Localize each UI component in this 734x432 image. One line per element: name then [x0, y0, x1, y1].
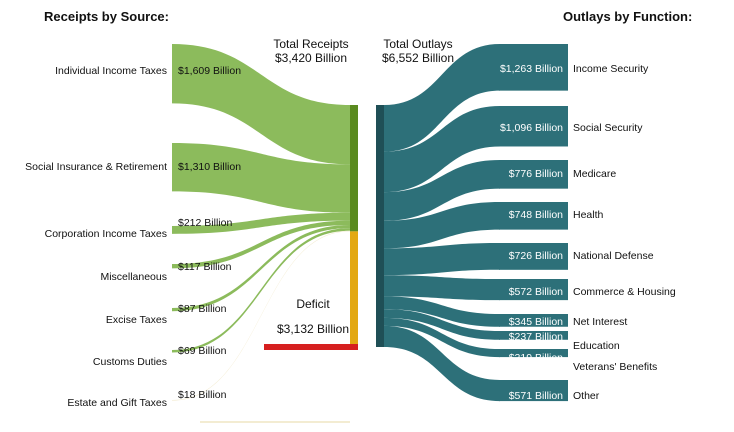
outlay-value-health: $748 Billion: [509, 209, 563, 221]
outlay-node-health: [499, 202, 568, 230]
total-outlays-label: Total Outlays: [383, 37, 452, 51]
outlay-value-veterans-benefits: $219 Billion: [509, 352, 563, 364]
receipt-name-miscellaneous: Miscellaneous: [100, 271, 167, 283]
outlay-value-commerce-and-housing: $572 Billion: [509, 286, 563, 298]
outlay-name-veterans-benefits: Veterans' Benefits: [573, 361, 657, 373]
receipt-value-miscellaneous: $117 Billion: [178, 261, 232, 273]
outlay-flow-medicare: [384, 160, 500, 221]
outlay-name-social-security: Social Security: [573, 122, 643, 134]
outlay-name-health: Health: [573, 209, 604, 221]
flows-layer: [172, 44, 568, 423]
outlays-total-bar: [376, 105, 384, 347]
outlay-flow-education: [384, 309, 500, 340]
deficit-bar: [350, 231, 358, 347]
receipts-total-bar: [350, 105, 358, 232]
total-receipts-label: Total Receipts: [273, 37, 348, 51]
deficit-underline: [264, 344, 358, 350]
outlay-node-other: [499, 380, 568, 402]
receipts-heading: Receipts by Source:: [44, 9, 169, 24]
outlay-value-social-security: $1,096 Billion: [500, 122, 563, 134]
outlay-value-medicare: $776 Billion: [509, 168, 563, 180]
outlay-node-net-interest: [499, 314, 568, 327]
outlay-value-education: $237 Billion: [509, 331, 563, 343]
outlay-node-income-security: [499, 44, 568, 91]
outlay-value-national-defense: $726 Billion: [509, 250, 563, 262]
total-receipts-value: $3,420 Billion: [275, 51, 347, 65]
total-outlays-value: $6,552 Billion: [382, 51, 454, 65]
outlay-flow-income-security: [384, 44, 500, 152]
outlay-flow-social-security: [384, 106, 500, 193]
receipt-value-excise-taxes: $87 Billion: [178, 303, 227, 315]
outlay-value-income-security: $1,263 Billion: [500, 63, 563, 75]
outlay-flow-commerce-and-housing: [384, 275, 500, 301]
outlay-flow-national-defense: [384, 243, 500, 276]
receipt-name-social-insurance-and-retirement: Social Insurance & Retirement: [25, 161, 167, 173]
outlay-node-social-security: [499, 106, 568, 147]
outlay-flow-health: [384, 202, 500, 249]
outlay-name-commerce-and-housing: Commerce & Housing: [573, 286, 676, 298]
outlay-name-medicare: Medicare: [573, 168, 616, 180]
outlay-node-education: [499, 331, 568, 340]
bars-layer: [264, 105, 384, 350]
outlays-heading: Outlays by Function:: [563, 9, 692, 24]
receipt-flow-excise-taxes: [172, 224, 350, 312]
outlay-node-national-defense: [499, 243, 568, 270]
outlay-value-other: $571 Billion: [509, 390, 563, 402]
deficit-value: $3,132 Billion: [277, 322, 349, 336]
outlay-flow-other: [384, 325, 500, 402]
outlay-node-medicare: [499, 160, 568, 189]
receipt-name-customs-duties: Customs Duties: [93, 356, 167, 368]
receipt-flow-estate-and-gift-taxes: [172, 230, 350, 401]
receipt-flow-corporation-income-taxes: [172, 212, 350, 234]
outlay-node-veterans-benefits: [499, 349, 568, 358]
receipt-flow-social-insurance-and-retirement: [172, 143, 350, 213]
receipt-value-individual-income-taxes: $1,609 Billion: [178, 65, 241, 77]
receipt-flow-individual-income-taxes: [172, 44, 350, 165]
receipt-flow-miscellaneous: [172, 220, 350, 269]
outlay-value-net-interest: $345 Billion: [509, 316, 563, 328]
outlay-name-other: Other: [573, 390, 600, 402]
outlay-name-education: Education: [573, 340, 620, 352]
outlay-flow-net-interest: [384, 296, 500, 327]
receipt-name-excise-taxes: Excise Taxes: [106, 314, 167, 326]
labels-layer: Individual Income Taxes $1,609 Billion Soc…: [25, 63, 676, 409]
outlay-name-net-interest: Net Interest: [573, 316, 627, 328]
receipt-name-individual-income-taxes: Individual Income Taxes: [55, 65, 167, 77]
deficit-label: Deficit: [296, 297, 330, 311]
outlay-name-national-defense: National Defense: [573, 250, 654, 262]
receipt-name-estate-and-gift-taxes: Estate and Gift Taxes: [67, 397, 167, 409]
receipt-name-corporation-income-taxes: Corporation Income Taxes: [45, 228, 167, 240]
outlay-name-income-security: Income Security: [573, 63, 649, 75]
receipt-value-corporation-income-taxes: $212 Billion: [178, 217, 232, 229]
receipt-value-customs-duties: $69 Billion: [178, 345, 227, 357]
receipt-value-estate-and-gift-taxes: $18 Billion: [178, 389, 227, 401]
outlay-flow-veterans-benefits: [384, 317, 500, 358]
receipt-value-social-insurance-and-retirement: $1,310 Billion: [178, 161, 241, 173]
receipt-flow-customs-duties: [172, 228, 350, 353]
outlay-node-commerce-and-housing: [499, 279, 568, 301]
